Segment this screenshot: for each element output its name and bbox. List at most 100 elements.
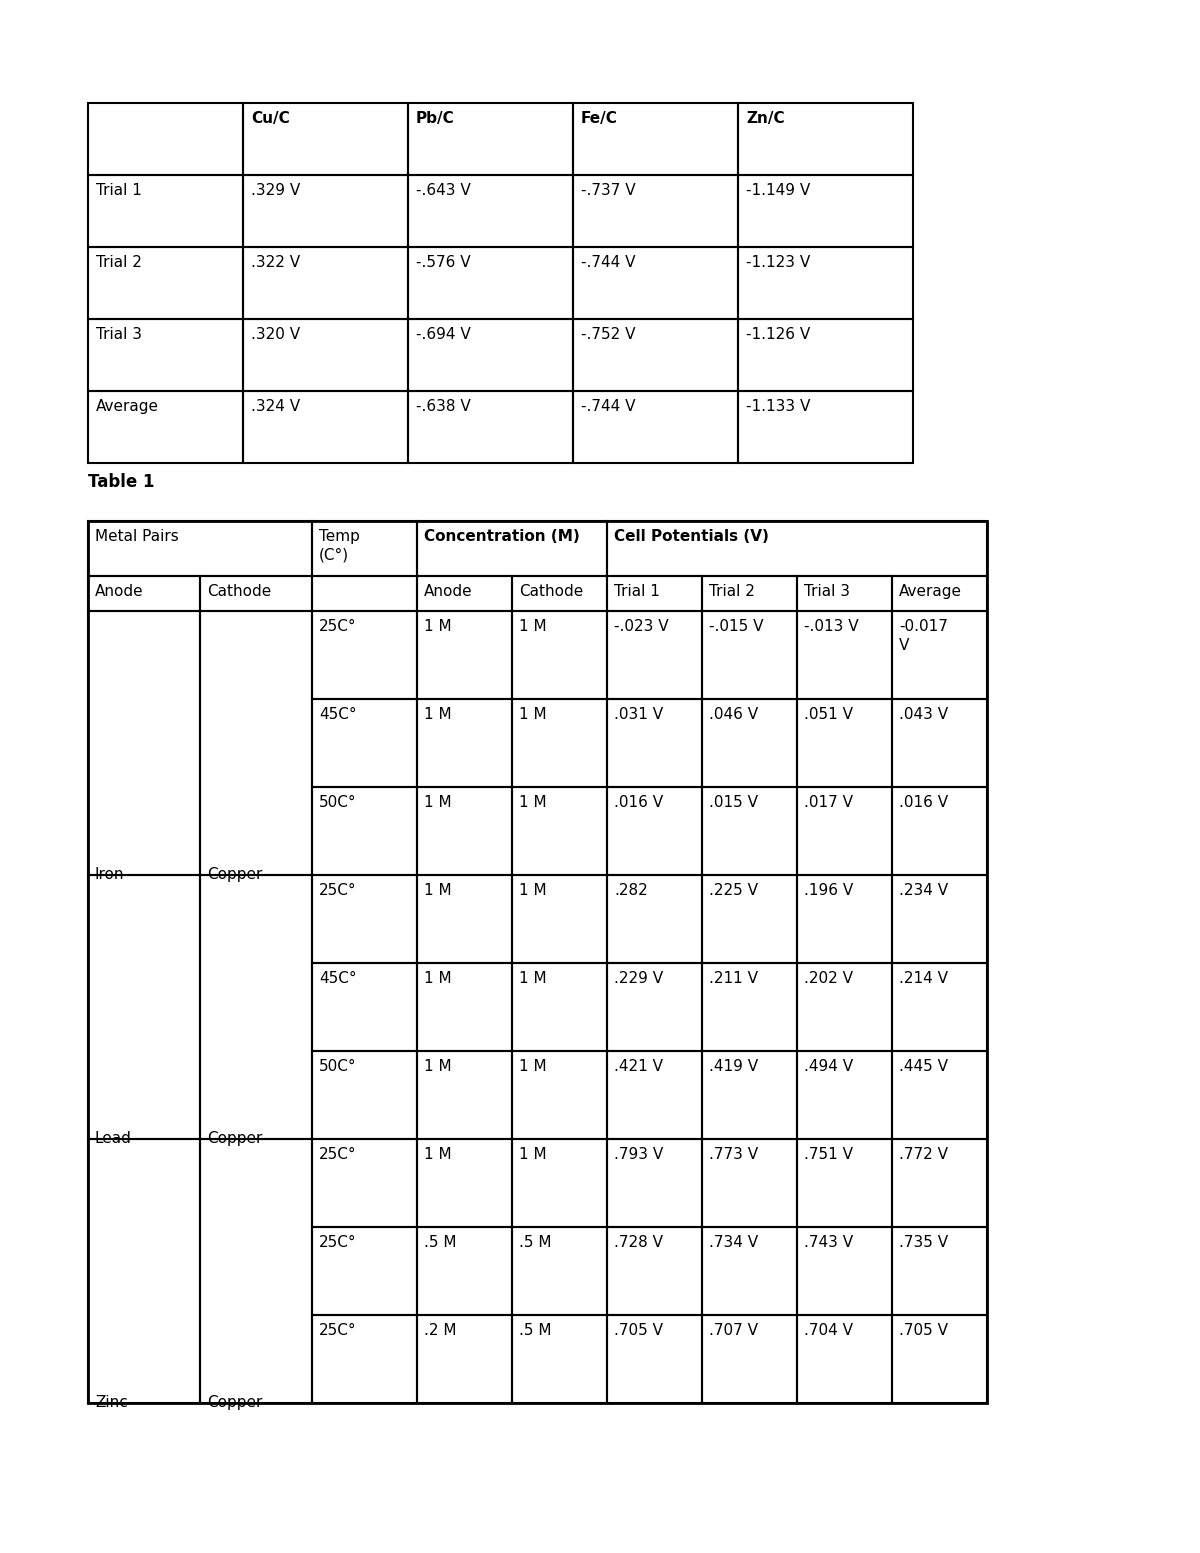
Bar: [702, 576, 797, 610]
Bar: [702, 1051, 797, 1138]
Bar: [312, 576, 418, 610]
Text: Cell Potentials (V): Cell Potentials (V): [614, 530, 769, 544]
Bar: [797, 874, 892, 963]
Bar: [892, 1315, 986, 1402]
Bar: [607, 1227, 702, 1315]
Text: Trial 3: Trial 3: [804, 584, 850, 599]
Bar: [892, 699, 986, 787]
Text: .051 V: .051 V: [804, 707, 853, 722]
Text: .421 V: .421 V: [614, 1059, 662, 1075]
Text: -.737 V: -.737 V: [581, 183, 636, 197]
Text: .016 V: .016 V: [899, 795, 948, 811]
Text: Metal Pairs: Metal Pairs: [95, 530, 179, 544]
Bar: [512, 1227, 607, 1315]
Bar: [88, 318, 242, 391]
Bar: [512, 874, 607, 963]
Bar: [200, 610, 312, 874]
Bar: [607, 787, 702, 874]
Text: 1 M: 1 M: [424, 620, 451, 634]
Text: .705 V: .705 V: [614, 1323, 662, 1339]
Bar: [418, 699, 512, 787]
Bar: [242, 318, 408, 391]
Bar: [892, 576, 986, 610]
Text: Trial 2: Trial 2: [709, 584, 755, 599]
Text: .329 V: .329 V: [251, 183, 300, 197]
Text: Trial 1: Trial 1: [96, 183, 142, 197]
Text: .031 V: .031 V: [614, 707, 664, 722]
Bar: [88, 576, 200, 610]
Text: .793 V: .793 V: [614, 1148, 664, 1162]
Text: .735 V: .735 V: [899, 1235, 948, 1250]
Bar: [892, 963, 986, 1051]
Bar: [312, 1138, 418, 1227]
Text: Anode: Anode: [95, 584, 144, 599]
Text: .772 V: .772 V: [899, 1148, 948, 1162]
Bar: [512, 576, 607, 610]
Text: -.744 V: -.744 V: [581, 255, 636, 270]
Bar: [418, 1138, 512, 1227]
Text: .705 V: .705 V: [899, 1323, 948, 1339]
Bar: [797, 699, 892, 787]
Bar: [702, 610, 797, 699]
Bar: [574, 102, 738, 175]
Bar: [88, 874, 200, 1138]
Text: .2 M: .2 M: [424, 1323, 456, 1339]
Text: 1 M: 1 M: [520, 971, 547, 986]
Text: -.638 V: -.638 V: [416, 399, 470, 415]
Bar: [574, 175, 738, 247]
Text: .202 V: .202 V: [804, 971, 853, 986]
Text: Average: Average: [96, 399, 158, 415]
Bar: [702, 699, 797, 787]
Bar: [738, 391, 913, 463]
Text: Temp
(C°): Temp (C°): [319, 530, 360, 562]
Bar: [574, 391, 738, 463]
Text: Concentration (M): Concentration (M): [424, 530, 580, 544]
Text: -.015 V: -.015 V: [709, 620, 763, 634]
Text: 1 M: 1 M: [424, 707, 451, 722]
Text: -.752 V: -.752 V: [581, 328, 636, 342]
Text: 1 M: 1 M: [424, 1059, 451, 1075]
Bar: [88, 391, 242, 463]
Text: .016 V: .016 V: [614, 795, 664, 811]
Bar: [738, 102, 913, 175]
Text: Cathode: Cathode: [520, 584, 583, 599]
Text: .196 V: .196 V: [804, 884, 853, 898]
Text: Pb/C: Pb/C: [416, 110, 455, 126]
Bar: [574, 247, 738, 318]
Bar: [88, 520, 312, 576]
Text: -.013 V: -.013 V: [804, 620, 859, 634]
Text: 1 M: 1 M: [424, 795, 451, 811]
Bar: [574, 318, 738, 391]
Text: .282: .282: [614, 884, 648, 898]
Text: Iron: Iron: [95, 867, 125, 882]
Bar: [312, 520, 418, 576]
Bar: [418, 576, 512, 610]
Bar: [738, 247, 913, 318]
Bar: [702, 874, 797, 963]
Text: .017 V: .017 V: [804, 795, 853, 811]
Bar: [512, 1138, 607, 1227]
Bar: [512, 963, 607, 1051]
Bar: [312, 963, 418, 1051]
Text: .046 V: .046 V: [709, 707, 758, 722]
Text: 25C°: 25C°: [319, 1323, 356, 1339]
Bar: [512, 1051, 607, 1138]
Bar: [607, 874, 702, 963]
Bar: [312, 610, 418, 699]
Text: Anode: Anode: [424, 584, 473, 599]
Bar: [607, 1138, 702, 1227]
Bar: [512, 787, 607, 874]
Bar: [312, 874, 418, 963]
Bar: [738, 318, 913, 391]
Bar: [312, 787, 418, 874]
Text: .211 V: .211 V: [709, 971, 758, 986]
Bar: [892, 787, 986, 874]
Bar: [892, 874, 986, 963]
Bar: [607, 1315, 702, 1402]
Text: 50C°: 50C°: [319, 1059, 356, 1075]
Bar: [408, 102, 574, 175]
Bar: [418, 1051, 512, 1138]
Bar: [242, 247, 408, 318]
Bar: [512, 1315, 607, 1402]
Text: .043 V: .043 V: [899, 707, 948, 722]
